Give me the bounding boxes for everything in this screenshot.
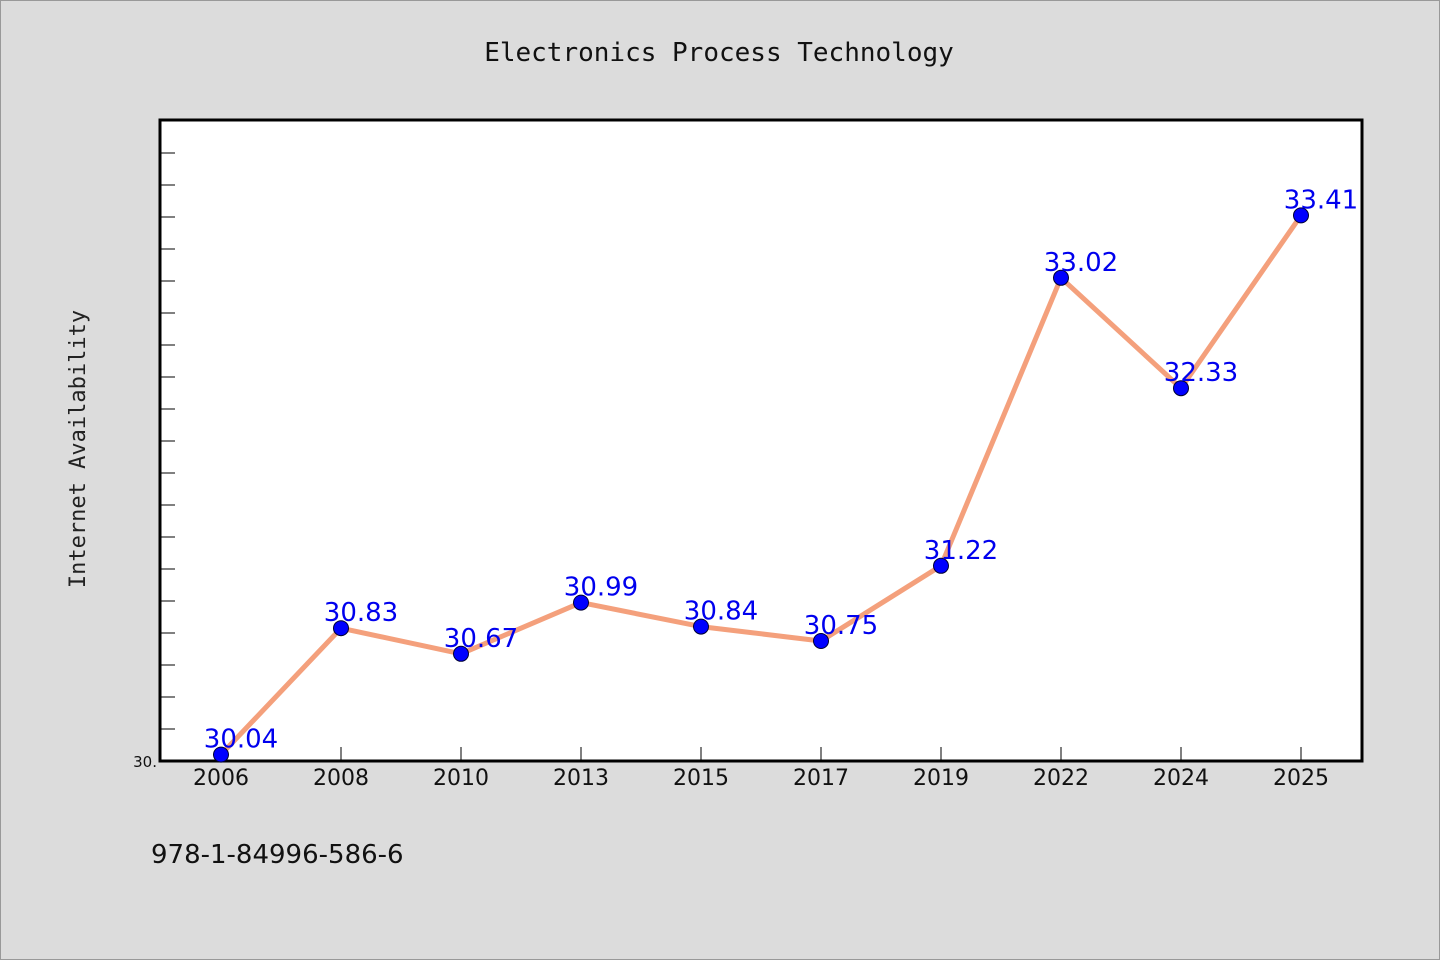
data-label: 30.84	[684, 597, 758, 627]
data-point	[933, 557, 949, 574]
x-tick-label: 2019	[913, 766, 969, 791]
series-points-group	[213, 207, 1309, 763]
x-tick-label: 2025	[1273, 766, 1329, 791]
y-tick-label: 30.	[133, 753, 157, 771]
data-label: 30.99	[564, 573, 638, 603]
x-tick-label: 2010	[433, 766, 489, 791]
data-point	[213, 746, 229, 763]
y-axis-ticks: 30.	[133, 120, 175, 771]
data-label: 30.04	[204, 725, 278, 755]
data-point	[1173, 380, 1189, 397]
data-point	[333, 620, 349, 637]
data-label: 30.75	[804, 611, 878, 641]
x-tick-label: 2017	[793, 766, 849, 791]
data-label: 32.33	[1164, 358, 1238, 388]
x-tick-label: 2022	[1033, 766, 1089, 791]
data-point	[1293, 207, 1309, 224]
data-point	[573, 594, 589, 611]
x-tick-label: 2013	[553, 766, 609, 791]
footnote-isbn: 978-1-84996-586-6	[151, 840, 404, 870]
x-tick-label: 2024	[1153, 766, 1209, 791]
data-label: 33.02	[1044, 248, 1118, 278]
data-label: 30.67	[444, 624, 518, 654]
plot-area	[158, 118, 1364, 763]
x-tick-label: 2015	[673, 766, 729, 791]
data-label: 30.83	[324, 598, 398, 628]
data-label: 33.41	[1284, 185, 1358, 215]
data-label: 31.22	[924, 536, 998, 566]
series-line-group	[218, 212, 1304, 758]
data-point	[453, 645, 469, 662]
chart-title: Electronics Process Technology	[484, 38, 954, 68]
data-labels-group: 30.04 30.83 30.67 30.99 30.84 30.75 31.22 33.02…	[204, 185, 1358, 754]
data-point	[693, 618, 709, 635]
series-line	[218, 212, 1304, 758]
x-tick-label: 2006	[193, 766, 249, 791]
data-point	[1053, 269, 1069, 286]
y-axis-label: Internet Availability	[66, 310, 91, 588]
x-tick-label: 2008	[313, 766, 369, 791]
data-point	[813, 633, 829, 649]
